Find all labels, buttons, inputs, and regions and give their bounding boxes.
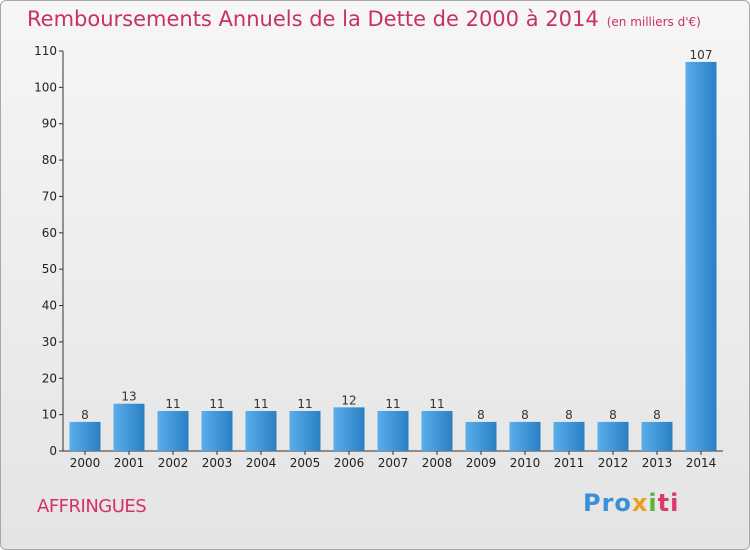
x-tick-label: 2001 xyxy=(114,456,145,470)
x-tick-label: 2006 xyxy=(334,456,365,470)
x-tick-label: 2010 xyxy=(510,456,541,470)
x-tick-label: 2002 xyxy=(158,456,189,470)
data-label: 11 xyxy=(165,397,180,411)
x-tick-label: 2013 xyxy=(642,456,673,470)
x-tick-label: 2003 xyxy=(202,456,233,470)
bar xyxy=(421,411,453,451)
bar xyxy=(245,411,277,451)
x-tick-label: 2014 xyxy=(686,456,717,470)
data-label: 107 xyxy=(690,48,713,62)
x-tick-label: 2005 xyxy=(290,456,321,470)
y-tick-label: 110 xyxy=(34,44,57,58)
data-label: 11 xyxy=(429,397,444,411)
bar xyxy=(685,61,717,452)
data-label: 8 xyxy=(81,408,89,422)
logo-part-3: i xyxy=(648,489,658,517)
logo-part-1: Pro xyxy=(583,489,632,517)
data-label: 8 xyxy=(521,408,529,422)
chart-title-text: Remboursements Annuels de la Dette de 20… xyxy=(27,7,599,31)
data-label: 8 xyxy=(565,408,573,422)
y-tick-label: 70 xyxy=(42,189,57,203)
data-label: 8 xyxy=(609,408,617,422)
bar xyxy=(641,421,673,451)
x-tick-label: 2008 xyxy=(422,456,453,470)
data-label: 8 xyxy=(477,408,485,422)
x-tick-label: 2000 xyxy=(70,456,101,470)
municipality-name: AFFRINGUES xyxy=(37,496,147,517)
y-tick-label: 90 xyxy=(42,117,57,131)
data-label: 11 xyxy=(297,397,312,411)
data-label: 11 xyxy=(385,397,400,411)
bar xyxy=(113,403,145,451)
bar xyxy=(201,411,233,451)
y-tick-label: 40 xyxy=(42,299,57,313)
data-label: 11 xyxy=(209,397,224,411)
y-tick-label: 0 xyxy=(49,444,57,458)
unit-note: (en milliers d'€) xyxy=(606,15,701,29)
x-tick-label: 2007 xyxy=(378,456,409,470)
bar xyxy=(69,421,101,451)
bar xyxy=(157,411,189,451)
proxiti-logo: Proxiti xyxy=(583,489,679,517)
bar xyxy=(553,421,585,451)
logo-part-2: x xyxy=(631,489,649,517)
x-tick-label: 2011 xyxy=(554,456,585,470)
x-tick-label: 2009 xyxy=(466,456,497,470)
bar xyxy=(333,407,365,451)
x-tick-label: 2004 xyxy=(246,456,277,470)
data-label: 8 xyxy=(653,408,661,422)
y-tick-label: 50 xyxy=(42,262,57,276)
y-tick-label: 30 xyxy=(42,335,57,349)
bar xyxy=(509,421,541,451)
x-tick-label: 2012 xyxy=(598,456,629,470)
y-tick-label: 60 xyxy=(42,226,57,240)
y-tick-label: 80 xyxy=(42,153,57,167)
data-label: 11 xyxy=(253,397,268,411)
y-tick-label: 10 xyxy=(42,408,57,422)
y-tick-label: 100 xyxy=(34,80,57,94)
data-label: 13 xyxy=(121,390,136,404)
logo-part-4: ti xyxy=(657,489,680,517)
chart-title: Remboursements Annuels de la Dette de 20… xyxy=(27,7,701,31)
data-label: 12 xyxy=(341,393,356,407)
bar xyxy=(377,411,409,451)
bar xyxy=(597,421,629,451)
bar xyxy=(289,411,321,451)
y-tick-label: 20 xyxy=(42,371,57,385)
bar xyxy=(465,421,497,451)
